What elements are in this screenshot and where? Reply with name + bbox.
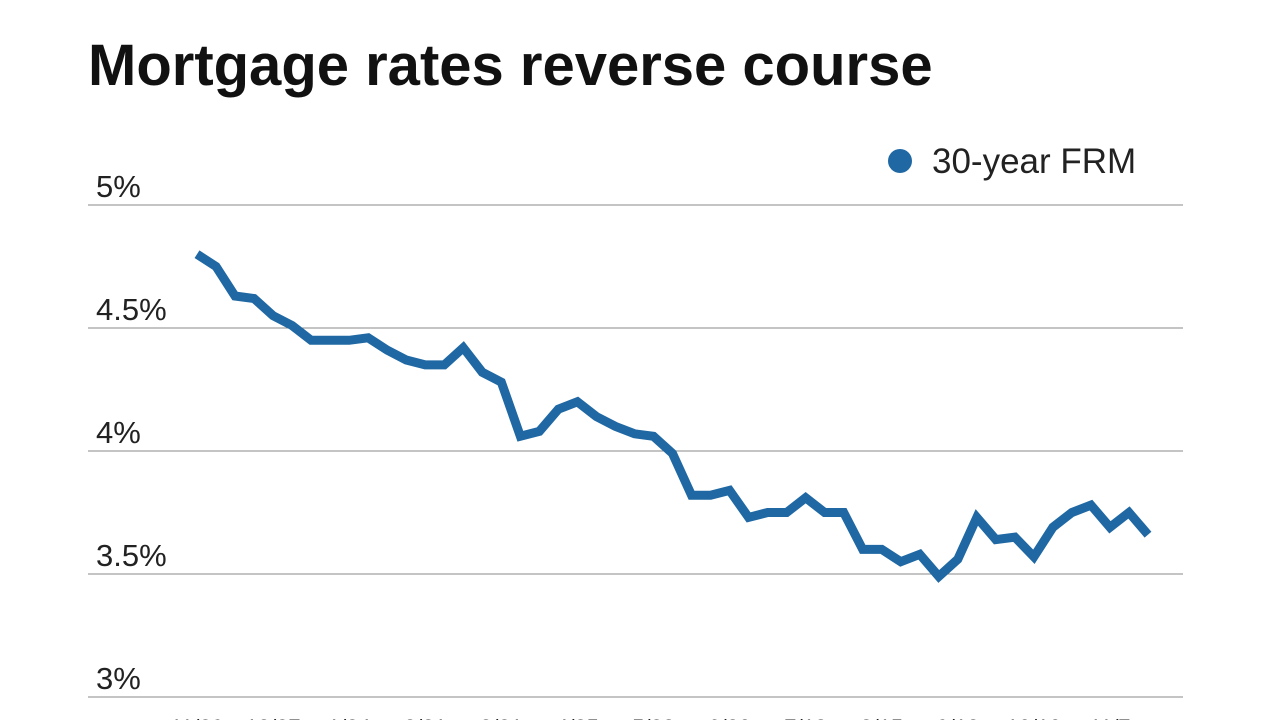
data-line	[194, 250, 1152, 583]
x-tick-label: 12/27	[246, 715, 301, 720]
y-tick-label: 4%	[96, 415, 141, 450]
x-tick-label: 9/12	[936, 715, 979, 720]
x-tick-label: 1/24	[328, 715, 371, 720]
y-tick-label: 3.5%	[96, 538, 167, 573]
x-tick-label: 2/21	[404, 715, 447, 720]
legend-marker	[888, 149, 912, 173]
y-tick-label: 5%	[96, 169, 141, 204]
x-tick-label: 3/21	[480, 715, 523, 720]
x-tick-label: 7/18	[784, 715, 827, 720]
y-tick-label: 3%	[96, 661, 141, 696]
x-tick-label: 8/15	[860, 715, 903, 720]
x-tick-label: 6/20	[708, 715, 751, 720]
legend-label: 30-year FRM	[932, 142, 1136, 181]
x-tick-label: 5/23	[632, 715, 675, 720]
x-tick-label: 4/25	[556, 715, 599, 720]
y-tick-label: 4.5%	[96, 292, 167, 327]
chart-title: Mortgage rates reverse course	[88, 33, 933, 98]
x-tick-label: 11/29	[170, 715, 223, 720]
x-tick-label: 10/10	[1006, 715, 1061, 720]
x-tick-label: 11/7	[1089, 715, 1130, 720]
